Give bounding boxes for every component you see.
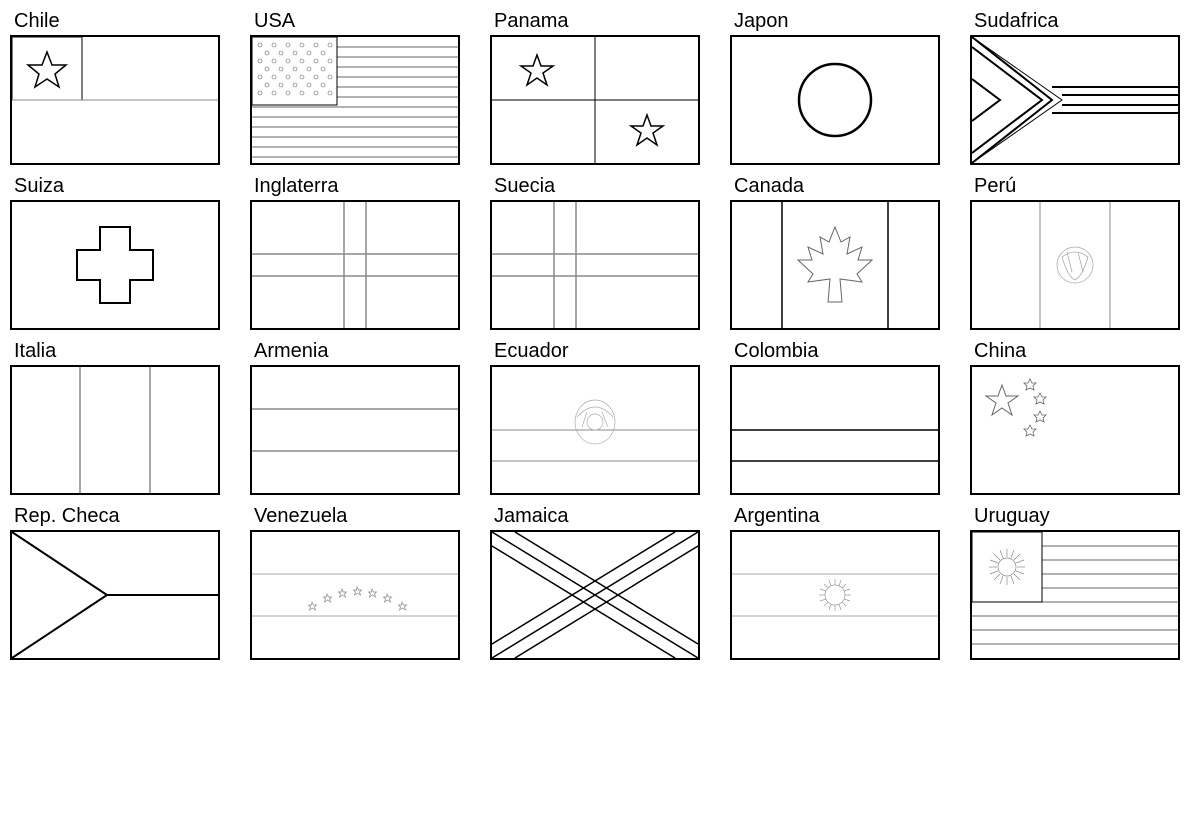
flag-venezuela <box>250 530 460 660</box>
cell-usa: USA <box>250 10 470 165</box>
flag-suecia <box>490 200 700 330</box>
flag-canada <box>730 200 940 330</box>
label-italia: Italia <box>10 340 230 363</box>
cell-sudafrica: Sudafrica <box>970 10 1190 165</box>
cell-canada: Canada <box>730 175 950 330</box>
flag-armenia <box>250 365 460 495</box>
label-sudafrica: Sudafrica <box>970 10 1190 33</box>
flag-repcheca <box>10 530 220 660</box>
flags-grid: Chile USA <box>10 10 1190 660</box>
cell-repcheca: Rep. Checa <box>10 505 230 660</box>
label-suiza: Suiza <box>10 175 230 198</box>
label-suecia: Suecia <box>490 175 710 198</box>
flag-peru <box>970 200 1180 330</box>
flag-jamaica <box>490 530 700 660</box>
label-panama: Panama <box>490 10 710 33</box>
label-usa: USA <box>250 10 470 33</box>
cell-jamaica: Jamaica <box>490 505 710 660</box>
label-inglaterra: Inglaterra <box>250 175 470 198</box>
label-jamaica: Jamaica <box>490 505 710 528</box>
label-peru: Perú <box>970 175 1190 198</box>
label-colombia: Colombia <box>730 340 950 363</box>
label-japon: Japon <box>730 10 950 33</box>
label-repcheca: Rep. Checa <box>10 505 230 528</box>
label-armenia: Armenia <box>250 340 470 363</box>
flag-china <box>970 365 1180 495</box>
label-argentina: Argentina <box>730 505 950 528</box>
cell-china: China <box>970 340 1190 495</box>
flag-ecuador <box>490 365 700 495</box>
label-china: China <box>970 340 1190 363</box>
label-canada: Canada <box>730 175 950 198</box>
cell-italia: Italia <box>10 340 230 495</box>
cell-armenia: Armenia <box>250 340 470 495</box>
label-venezuela: Venezuela <box>250 505 470 528</box>
cell-suecia: Suecia <box>490 175 710 330</box>
cell-argentina: Argentina <box>730 505 950 660</box>
flag-suiza <box>10 200 220 330</box>
label-ecuador: Ecuador <box>490 340 710 363</box>
cell-peru: Perú <box>970 175 1190 330</box>
cell-japon: Japon <box>730 10 950 165</box>
label-chile: Chile <box>10 10 230 33</box>
flag-inglaterra <box>250 200 460 330</box>
flag-japon <box>730 35 940 165</box>
flag-chile <box>10 35 220 165</box>
flag-sudafrica <box>970 35 1180 165</box>
flag-colombia <box>730 365 940 495</box>
flag-usa <box>250 35 460 165</box>
cell-chile: Chile <box>10 10 230 165</box>
label-uruguay: Uruguay <box>970 505 1190 528</box>
flag-uruguay <box>970 530 1180 660</box>
flag-italia <box>10 365 220 495</box>
cell-ecuador: Ecuador <box>490 340 710 495</box>
cell-uruguay: Uruguay <box>970 505 1190 660</box>
flag-argentina <box>730 530 940 660</box>
cell-inglaterra: Inglaterra <box>250 175 470 330</box>
cell-venezuela: Venezuela <box>250 505 470 660</box>
flag-panama <box>490 35 700 165</box>
cell-panama: Panama <box>490 10 710 165</box>
cell-colombia: Colombia <box>730 340 950 495</box>
cell-suiza: Suiza <box>10 175 230 330</box>
